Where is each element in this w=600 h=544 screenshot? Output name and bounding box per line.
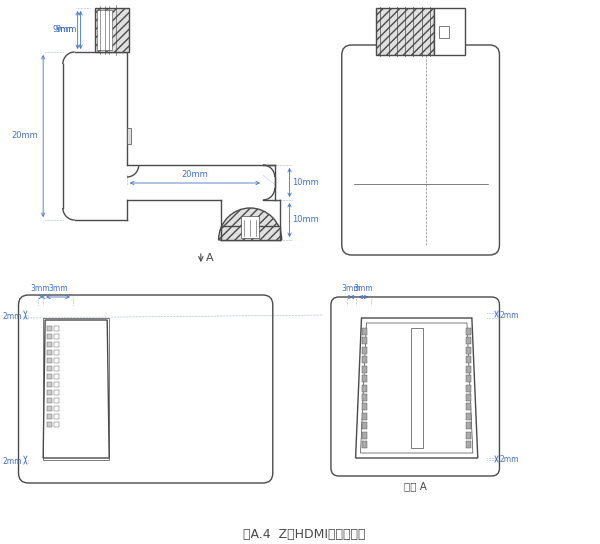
Bar [95, 8, 129, 52]
Bar [376, 8, 434, 55]
Bar [221, 226, 280, 240]
Bar [47, 350, 52, 355]
Bar [47, 382, 52, 387]
Bar [362, 375, 367, 382]
Text: 3mm: 3mm [48, 284, 68, 293]
Text: 2mm: 2mm [3, 457, 22, 466]
Bar [54, 326, 59, 331]
Text: 20mm: 20mm [11, 132, 38, 140]
Polygon shape [43, 320, 109, 458]
Bar [54, 382, 59, 387]
Text: 2mm: 2mm [3, 312, 22, 321]
Text: 9mm: 9mm [52, 26, 74, 34]
Text: 9mm: 9mm [56, 26, 77, 34]
Bar [241, 216, 259, 238]
Bar [362, 356, 367, 363]
Bar [362, 413, 367, 420]
Text: 视图 A: 视图 A [404, 481, 427, 491]
Bar [47, 374, 52, 379]
Bar [43, 318, 109, 460]
Bar [362, 328, 367, 335]
Bar [47, 390, 52, 395]
Bar [54, 390, 59, 395]
Text: 3mm: 3mm [31, 284, 50, 293]
Bar [47, 414, 52, 419]
Bar [439, 26, 449, 38]
Text: 20mm: 20mm [182, 170, 208, 179]
Bar [411, 328, 422, 448]
Bar [466, 366, 471, 373]
Bar [466, 356, 471, 363]
Bar [47, 326, 52, 331]
Bar [47, 422, 52, 427]
Bar [466, 328, 471, 335]
Text: 10mm: 10mm [292, 178, 319, 187]
Bar [47, 342, 52, 347]
Text: 3mm: 3mm [353, 284, 373, 293]
Text: 2mm: 2mm [499, 454, 519, 463]
Bar [466, 375, 471, 382]
Text: 3mm: 3mm [341, 284, 361, 293]
Bar [54, 422, 59, 427]
Bar [362, 394, 367, 401]
Bar [362, 347, 367, 354]
Bar [466, 441, 471, 448]
Bar [362, 431, 367, 438]
Bar [362, 385, 367, 392]
Bar [54, 374, 59, 379]
Bar [47, 406, 52, 411]
Polygon shape [356, 318, 478, 458]
Text: A: A [206, 253, 214, 263]
FancyBboxPatch shape [342, 45, 499, 255]
Bar [54, 334, 59, 339]
Bar [466, 385, 471, 392]
Bar [362, 366, 367, 373]
Bar [54, 406, 59, 411]
Bar [54, 366, 59, 371]
Bar [434, 8, 465, 55]
Wedge shape [218, 208, 281, 240]
Bar [466, 337, 471, 344]
Bar [54, 350, 59, 355]
Bar [97, 10, 112, 50]
Bar [127, 128, 131, 144]
Bar [362, 441, 367, 448]
Text: 10mm: 10mm [292, 215, 319, 225]
Bar [54, 398, 59, 403]
Bar [362, 337, 367, 344]
Bar [54, 342, 59, 347]
Text: 2mm: 2mm [499, 311, 519, 320]
Polygon shape [63, 52, 280, 240]
Bar [466, 431, 471, 438]
Bar [466, 403, 471, 410]
Bar [54, 358, 59, 363]
Bar [47, 366, 52, 371]
Bar [47, 358, 52, 363]
Bar [466, 394, 471, 401]
Bar [466, 347, 471, 354]
Bar [47, 398, 52, 403]
FancyBboxPatch shape [19, 295, 273, 483]
Bar [54, 414, 59, 419]
Bar [362, 403, 367, 410]
Bar [466, 413, 471, 420]
Bar [362, 422, 367, 429]
Text: 图A.4  Z形HDMI转接器尺寸: 图A.4 Z形HDMI转接器尺寸 [243, 529, 365, 541]
Bar [47, 334, 52, 339]
FancyBboxPatch shape [331, 297, 499, 476]
Bar [466, 422, 471, 429]
